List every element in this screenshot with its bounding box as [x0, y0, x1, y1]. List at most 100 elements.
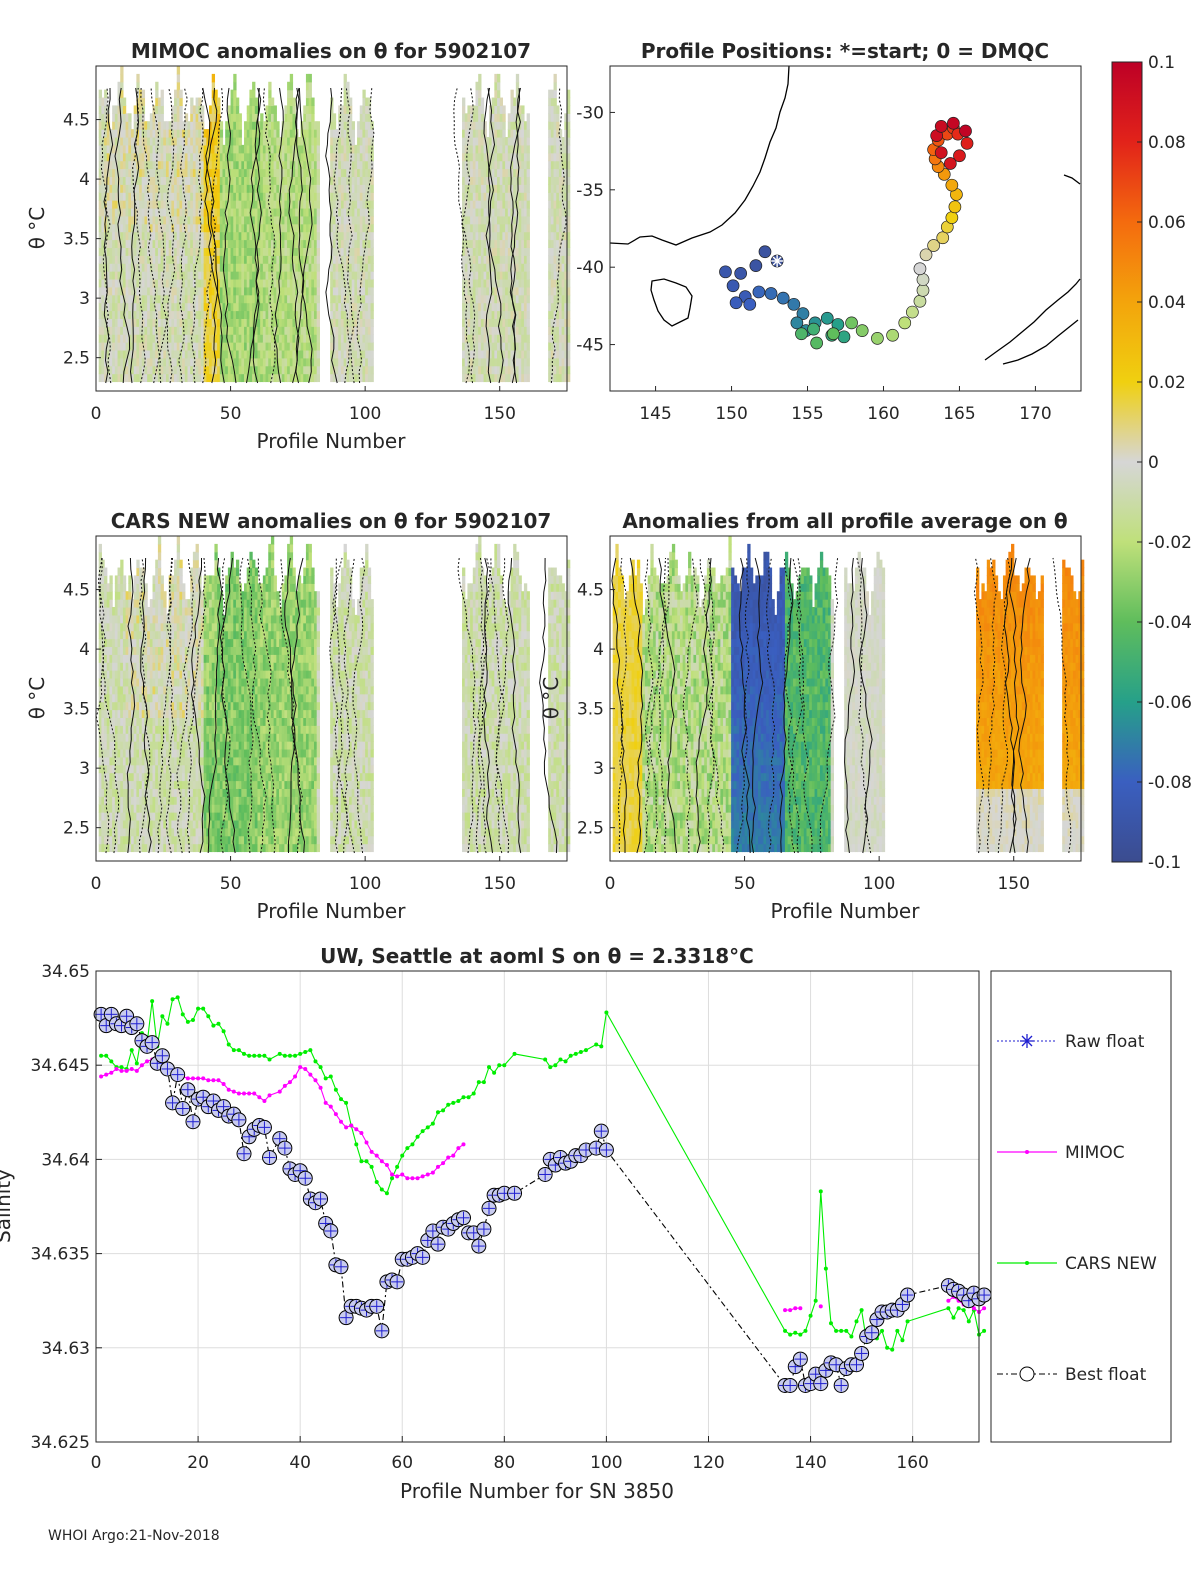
heat-cell — [362, 90, 365, 98]
profile-position-marker — [856, 325, 868, 337]
mimoc-yticks: 2.533.544.5 — [63, 111, 101, 369]
heat-cell — [371, 350, 374, 358]
heat-cell — [527, 161, 530, 169]
x-tick-label: 155 — [791, 404, 823, 424]
heat-cell — [317, 303, 320, 311]
heat-cell — [556, 113, 559, 121]
heat-cell — [217, 105, 220, 113]
profile-position-marker — [887, 329, 899, 341]
heat-cell — [478, 74, 481, 82]
heat-cell — [371, 279, 374, 287]
heat-cell — [371, 247, 374, 255]
heat-cell — [344, 74, 347, 82]
heat-cell — [290, 82, 293, 90]
cars-title: CARS NEW anomalies on θ for 5902107 — [111, 509, 552, 533]
heat-cell — [109, 575, 112, 583]
heat-cell — [527, 153, 530, 161]
heat-cell — [317, 334, 320, 342]
heat-cell — [527, 216, 530, 224]
heat-cell — [500, 98, 503, 106]
heat-cell — [268, 82, 271, 90]
mimoc-heatmap — [99, 66, 571, 382]
heat-cell — [371, 374, 374, 382]
heat-cell — [220, 137, 223, 145]
heat-cell — [317, 279, 320, 287]
heat-cell — [99, 90, 102, 98]
heat-cell — [317, 121, 320, 129]
x-tick-label: 150 — [715, 404, 747, 424]
heat-cell — [527, 169, 530, 177]
profile-position-marker — [750, 260, 762, 272]
colorbar-tick-label: -0.02 — [1148, 533, 1192, 553]
heat-cell — [527, 145, 530, 153]
heat-cell — [371, 263, 374, 271]
x-tick-label: 50 — [220, 404, 242, 424]
heat-cell — [527, 184, 530, 192]
colorbar-tick-label: 0.02 — [1148, 373, 1186, 393]
heat-cell — [109, 583, 112, 591]
heat-cell — [481, 113, 484, 121]
mimoc-ylabel: θ °C — [25, 207, 49, 250]
heat-cell — [255, 98, 258, 106]
heat-cell — [317, 318, 320, 326]
colorbar-tick-label: 0.08 — [1148, 133, 1186, 153]
heat-cell — [352, 121, 355, 129]
profile-position-marker — [946, 179, 958, 191]
heat-cell — [527, 279, 530, 287]
heat-cell — [317, 145, 320, 153]
x-tick-label: 165 — [943, 404, 975, 424]
heat-cell — [527, 208, 530, 216]
profile-position-marker — [788, 298, 800, 310]
coastline-map — [610, 66, 1080, 364]
heat-cell — [502, 121, 505, 129]
heat-cell — [233, 74, 236, 82]
colorbar-tick-label: 0.06 — [1148, 213, 1186, 233]
heat-cell — [276, 129, 279, 137]
heat-cell — [497, 82, 500, 90]
profile-position-marker — [744, 298, 756, 310]
heat-cell — [497, 90, 500, 98]
heat-cell — [317, 129, 320, 137]
heat-cell — [317, 287, 320, 295]
heat-cell — [371, 287, 374, 295]
heat-cell — [311, 105, 314, 113]
heat-cell — [155, 82, 158, 90]
heat-cell — [317, 232, 320, 240]
heat-cell — [371, 192, 374, 200]
heat-cell — [371, 318, 374, 326]
heat-cell — [109, 591, 112, 599]
heat-cell — [527, 232, 530, 240]
profile-position-marker — [838, 331, 850, 343]
heat-cell — [161, 113, 164, 121]
heat-cell — [177, 74, 180, 82]
profile-position-marker — [914, 295, 926, 307]
heat-cell — [177, 82, 180, 90]
profile-position-marker — [917, 284, 929, 296]
heat-cell — [290, 74, 293, 82]
x-tick-label: 145 — [639, 404, 671, 424]
heat-cell — [317, 224, 320, 232]
profile-position-marker — [827, 328, 839, 340]
heat-cell — [371, 224, 374, 232]
heat-cell — [527, 366, 530, 374]
heat-cell — [292, 98, 295, 106]
heat-cell — [527, 240, 530, 248]
profile-position-marker — [811, 337, 823, 349]
profile-position-marker — [906, 306, 918, 318]
positions-panel: Profile Positions: *=start; 0 = DMQC 145… — [576, 39, 1081, 424]
profile-position-marker — [730, 297, 742, 309]
heat-cell — [371, 342, 374, 350]
profile-position-marker — [935, 147, 947, 159]
heat-cell — [239, 113, 242, 121]
heat-cell — [99, 544, 102, 552]
heat-cell — [527, 358, 530, 366]
mimoc-xlabel: Profile Number — [257, 429, 407, 453]
heat-cell — [527, 263, 530, 271]
heat-cell — [233, 90, 236, 98]
profile-position-marker — [753, 286, 765, 298]
colorbar-ticks: 0.10.080.060.040.020-0.02-0.04-0.06-0.08… — [1137, 53, 1192, 873]
colorbar-tick-label: 0.1 — [1148, 53, 1175, 73]
heat-cell — [309, 74, 312, 82]
